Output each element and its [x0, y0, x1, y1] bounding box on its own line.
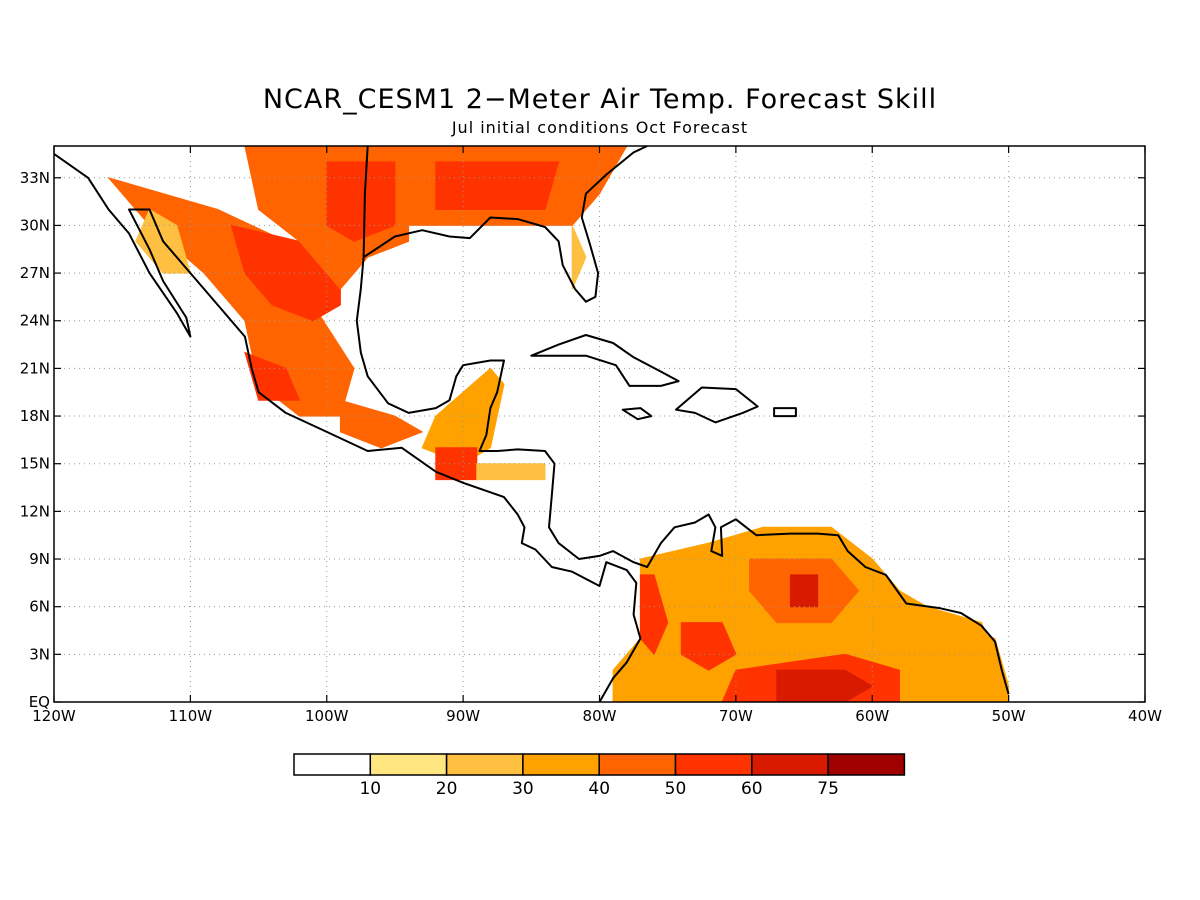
x-tick-label: 80W — [583, 707, 617, 725]
y-tick-label: 33N — [20, 169, 50, 187]
y-tick-label: EQ — [29, 693, 50, 711]
map-subtitle: Jul initial conditions Oct Forecast — [451, 118, 749, 137]
coastline — [54, 153, 642, 702]
colorbar-swatch — [751, 753, 829, 776]
colorbar-label: 50 — [665, 779, 687, 799]
x-tick-label: 70W — [719, 707, 753, 725]
skill-region-venezuela-patch — [789, 574, 819, 608]
y-tick-label: 24N — [20, 312, 50, 330]
x-tick-label: 40W — [1128, 707, 1162, 725]
coastlines — [54, 146, 1010, 702]
skill-region-amazon-core — [776, 669, 874, 702]
island-outline — [621, 407, 653, 421]
x-tick-label: 90W — [446, 707, 480, 725]
island-outline — [674, 386, 759, 424]
skill-shading — [107, 146, 1010, 702]
map-title: NCAR_CESM1 2−Meter Air Temp. Forecast Sk… — [262, 84, 938, 115]
colorbar-swatch — [293, 753, 372, 776]
y-tick-label: 3N — [29, 645, 50, 663]
colorbar-label: 10 — [359, 779, 381, 799]
x-tick-label: 60W — [855, 707, 889, 725]
colorbar-label: 75 — [817, 779, 839, 799]
skill-region-texas-core — [326, 161, 396, 242]
y-tick-label: 27N — [20, 264, 50, 282]
colorbar-swatch — [445, 753, 524, 776]
island-outline — [530, 334, 680, 387]
x-tick-label: 120W — [32, 707, 76, 725]
gridlines — [54, 146, 1145, 702]
skill-region-florida — [571, 225, 587, 290]
colorbar-label: 30 — [512, 779, 534, 799]
coastline — [363, 146, 648, 303]
coastline — [355, 146, 1010, 695]
y-tick-label: 18N — [20, 407, 50, 425]
skill-region-colombia-coast — [639, 574, 669, 656]
colorbar-label: 20 — [436, 779, 458, 799]
skill-region-southeast-core — [435, 161, 560, 210]
y-tick-label: 12N — [20, 502, 50, 520]
skill-region-mexico-south — [244, 351, 301, 401]
axis-ticks: 120W 110W 100W 90W 80W 70W 60W 50W 40W EQ 3N 6N 9N 12… — [20, 146, 1162, 725]
y-tick-label: 9N — [29, 550, 50, 568]
x-tick-label: 110W — [169, 707, 213, 725]
y-tick-label: 6N — [29, 598, 50, 616]
colorbar-swatch — [598, 753, 677, 776]
x-tick-label: 100W — [305, 707, 349, 725]
colorbar-swatch — [827, 753, 906, 776]
colorbar-label: 40 — [588, 779, 610, 799]
colorbar: 10 20 30 40 50 60 75 — [293, 753, 906, 799]
y-tick-label: 15N — [20, 455, 50, 473]
x-tick-label: 50W — [992, 707, 1026, 725]
skill-region-colombia-core — [680, 622, 737, 671]
colorbar-swatch — [522, 753, 600, 776]
skill-region-honduras — [476, 463, 546, 481]
skill-region-mexico-southeast — [339, 399, 424, 449]
colorbar-swatch — [369, 753, 448, 776]
island-outline — [773, 407, 797, 418]
colorbar-swatch — [674, 753, 753, 776]
y-tick-label: 30N — [20, 216, 50, 234]
y-tick-label: 21N — [20, 359, 50, 377]
colorbar-label: 60 — [741, 779, 763, 799]
